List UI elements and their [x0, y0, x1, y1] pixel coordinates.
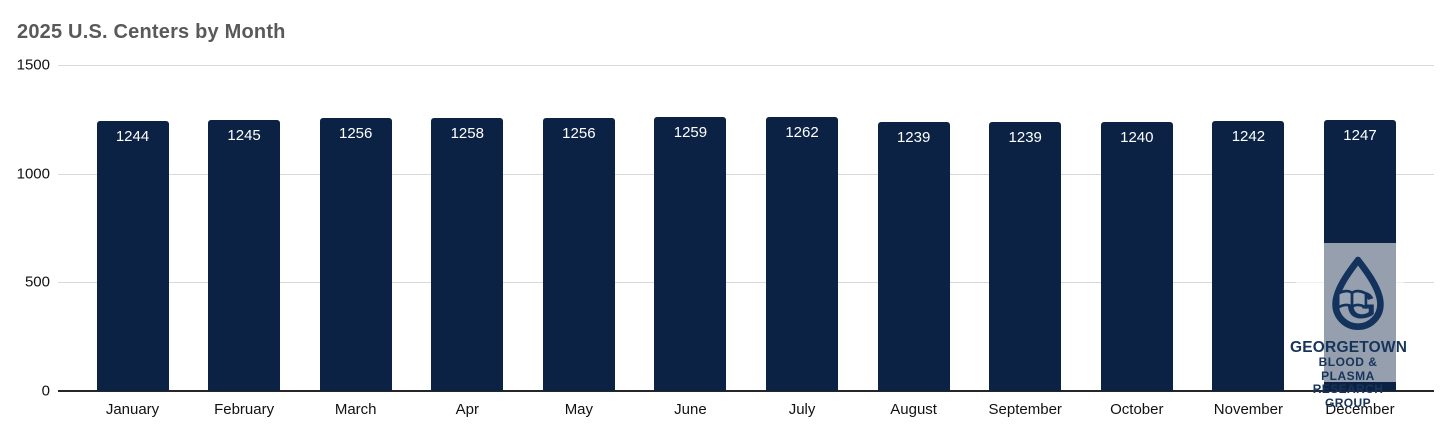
bar-apr: 1258	[431, 117, 504, 391]
x-axis-tick-label: October	[1110, 401, 1164, 418]
watermark-line-3: RESEARCH GROUP	[1312, 382, 1384, 410]
chart-title: 2025 U.S. Centers by Month	[17, 21, 286, 43]
water-drop-book-g-logo-icon: G	[1332, 256, 1384, 330]
y-axis-tick-label: 1500	[16, 56, 50, 74]
x-axis-tick-label: June	[674, 401, 707, 418]
bar-value-label: 1262	[785, 123, 819, 141]
bar-february: 1245	[208, 120, 281, 391]
bar-value-label: 1245	[227, 127, 261, 145]
x-axis-tick-label: November	[1213, 401, 1283, 418]
bar-may: 1256	[542, 118, 615, 391]
x-axis-tick-label: March	[334, 401, 377, 418]
bar-value-label: 1258	[450, 124, 484, 142]
bar-value-label: 1247	[1343, 126, 1377, 144]
watermark-line-1: GEORGETOWN	[1290, 339, 1408, 356]
bar-value-label: 1244	[115, 127, 150, 145]
gridline	[58, 282, 1434, 284]
bar-july: 1262	[766, 116, 839, 391]
bar-value-label: 1239	[1008, 128, 1042, 146]
bar-value-label: 1240	[1120, 128, 1154, 146]
bar-value-label: 1259	[673, 124, 708, 142]
bar-value-label: 1242	[1231, 128, 1266, 146]
y-axis-tick-label: 500	[24, 273, 50, 291]
x-axis-tick-label: February	[214, 401, 275, 418]
x-axis-tick-label: May	[564, 401, 594, 418]
bar-value-label: 1256	[338, 125, 373, 143]
x-axis-tick-label: Apr	[455, 401, 479, 418]
bar-november: 1242	[1212, 121, 1285, 391]
bar-value-label: 1256	[562, 125, 596, 143]
x-axis-tick-label: January	[105, 401, 160, 418]
watermark-text: GEORGETOWN BLOOD & PLASMA RESEARCH GROUP	[1290, 339, 1408, 410]
x-axis-tick-label: August	[890, 401, 937, 418]
bar-value-label: 1239	[896, 128, 931, 146]
bar-september: 1239	[989, 121, 1062, 391]
bar-january: 1244	[96, 120, 169, 391]
x-axis-tick-label: July	[788, 401, 816, 418]
gridline	[58, 65, 1434, 66]
bar-june: 1259	[654, 117, 727, 391]
x-axis-tick-label: December	[1325, 401, 1395, 418]
x-axis-line	[58, 390, 1434, 392]
bar-october: 1240	[1100, 121, 1173, 391]
gridline	[58, 173, 1434, 175]
bar-august: 1239	[877, 121, 950, 391]
bar-march: 1256	[319, 118, 392, 391]
y-axis-tick-label: 0	[41, 382, 50, 400]
y-axis-tick-label: 1000	[16, 165, 50, 183]
x-axis-tick-label: September	[988, 401, 1062, 418]
watermark-line-2: BLOOD & PLASMA	[1318, 355, 1378, 383]
